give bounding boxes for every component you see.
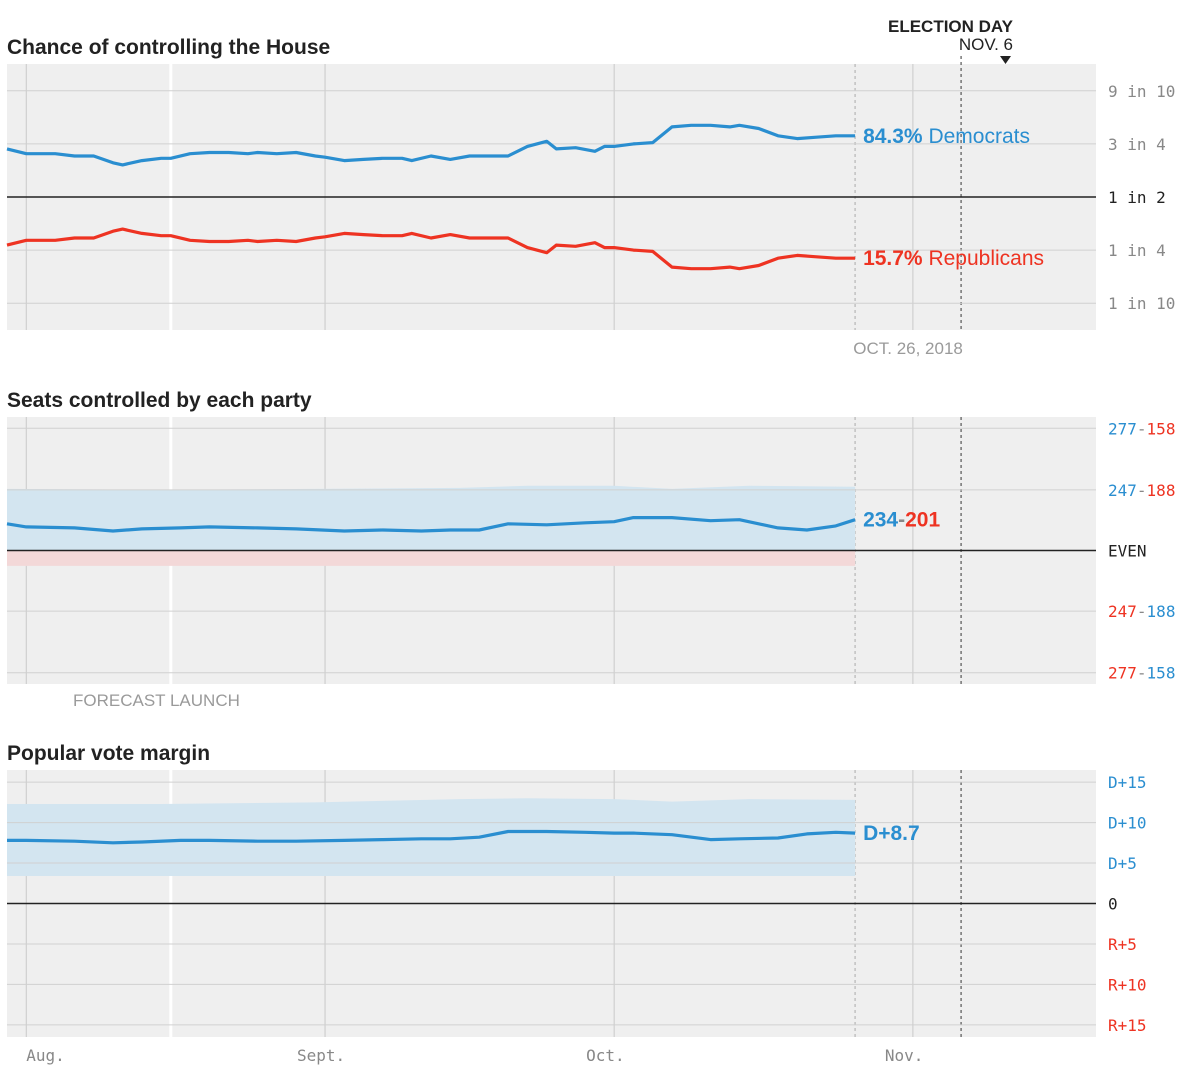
- seats-dem-line: [6, 516, 856, 533]
- y-tick-label: 247-188: [1108, 481, 1175, 500]
- election-day-date: NOV. 6: [959, 35, 1013, 54]
- x-tick-label: Sept.: [297, 1046, 345, 1065]
- y-tick-label: D+5: [1108, 854, 1137, 873]
- house-chance-panel: 9 in 10 3 in 4 1 in 2 1 in 4 1 in 10 84.3% De…: [6, 56, 1175, 358]
- y-tick-label: 277-158: [1108, 419, 1175, 438]
- y-tick-label: R+5: [1108, 935, 1137, 954]
- republicans-end-label: 15.7% Republicans: [863, 247, 1044, 270]
- x-tick-label: Oct.: [586, 1046, 625, 1065]
- y-tick-label: 1 in 4: [1108, 241, 1166, 260]
- y-tick-label: 1 in 2: [1108, 188, 1166, 207]
- latest-date-label: OCT. 26, 2018: [853, 339, 963, 358]
- y-tick-label: 277-158: [1108, 664, 1175, 683]
- y-tick-label: D+10: [1108, 814, 1147, 833]
- democrats-chance-line: [6, 123, 856, 167]
- democrats-end-label: 84.3% Democrats: [863, 125, 1030, 148]
- house-chance-title: Chance of controlling the House: [7, 36, 330, 59]
- forecast-launch-label: FORECAST LAUNCH: [73, 691, 240, 710]
- election-day-marker: ELECTION DAY NOV. 6: [888, 17, 1014, 64]
- seats-end-label: 234-201: [863, 509, 940, 532]
- y-tick-label: EVEN: [1108, 542, 1147, 561]
- election-day-arrow-icon: [1000, 56, 1011, 64]
- y-tick-label: 0: [1108, 895, 1118, 914]
- seats-panel: 277-158 247-188 EVEN 247-188 277-158 234-201 F…: [6, 417, 1175, 710]
- popular-vote-panel: D+15 D+10 D+5 0 R+5 R+10 R+15 D+8.7 Aug. Sept. Oct…: [7, 770, 1147, 1065]
- y-tick-label: 247-188: [1108, 602, 1175, 621]
- seats-dem-uncertainty-band: [7, 485, 856, 551]
- y-tick-label: R+15: [1108, 1016, 1147, 1035]
- x-tick-label: Aug.: [26, 1046, 65, 1065]
- election-day-label: ELECTION DAY: [888, 17, 1014, 36]
- vote-end-label: D+8.7: [863, 822, 920, 845]
- seats-title: Seats controlled by each party: [7, 389, 312, 412]
- vote-dem-line: [7, 829, 856, 845]
- x-tick-label: Nov.: [885, 1046, 924, 1065]
- y-tick-label: R+10: [1108, 975, 1147, 994]
- republicans-chance-line: [6, 227, 856, 271]
- y-tick-label: 1 in 10: [1108, 294, 1175, 313]
- seats-rep-uncertainty-band: [7, 550, 856, 566]
- vote-uncertainty-band: [7, 798, 856, 876]
- y-tick-label: 3 in 4: [1108, 135, 1166, 154]
- y-tick-label: 9 in 10: [1108, 82, 1175, 101]
- y-tick-label: D+15: [1108, 773, 1147, 792]
- popular-vote-title: Popular vote margin: [7, 742, 210, 765]
